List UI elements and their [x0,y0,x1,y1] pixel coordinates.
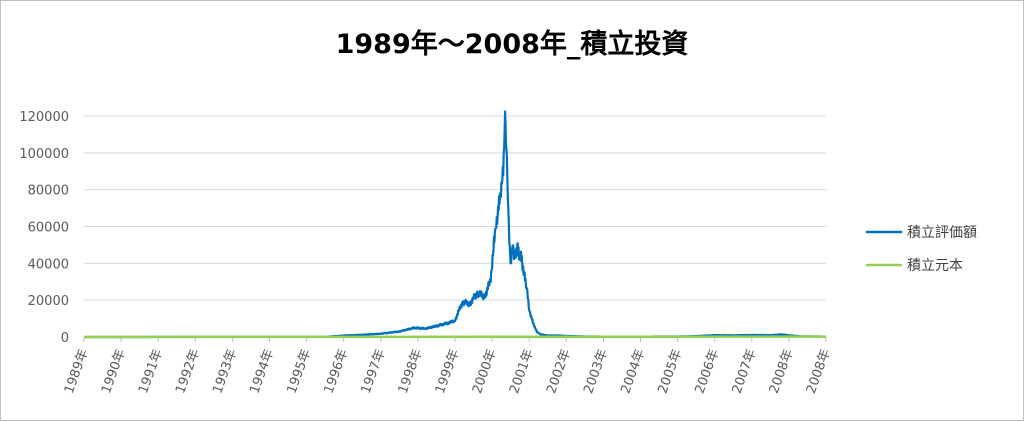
x-tick-label: 2006年 [693,347,723,395]
legend-label: 積立評価額 [907,225,977,241]
series-line-1 [83,110,827,339]
series-lines [83,110,827,339]
y-axis-ticks: 0 20000 40000 60000 80000 100000 120000 [19,110,69,346]
x-tick-label: 2002年 [544,347,574,395]
x-axis-ticks: 1989年 1990年 1991年 1992年 1993年 1994年 1995年 1996年… [62,337,834,396]
y-tick-label: 40000 [28,257,69,272]
legend-label: 積立元本 [907,258,963,274]
x-tick-label: 2008年 [804,347,834,395]
x-tick-label: 1989年 [62,347,92,395]
gridlines [84,115,826,338]
x-tick-label: 2004年 [618,347,648,395]
x-tick-label: 2003年 [581,347,611,395]
x-tick-label: 1998年 [396,347,426,395]
x-tick-label: 1997年 [359,347,389,395]
x-tick-label: 2000年 [470,347,500,395]
y-tick-label: 20000 [28,294,69,309]
x-tick-label: 1990年 [99,347,129,395]
y-tick-label: 80000 [28,184,69,199]
x-tick-label: 1992年 [173,347,203,395]
x-tick-label: 1996年 [322,347,352,395]
x-tick-label: 2008年 [767,347,797,395]
x-tick-label: 2001年 [507,347,537,395]
x-tick-label: 1995年 [284,347,314,395]
y-tick-label: 0 [61,331,69,346]
y-tick-label: 120000 [19,110,69,125]
y-tick-label: 60000 [28,221,69,236]
chart-title: 1989年～2008年_積立投資 [335,29,689,60]
x-tick-label: 1994年 [247,347,277,395]
x-tick-label: 1993年 [210,347,240,395]
x-tick-label: 2005年 [655,347,685,395]
y-tick-label: 100000 [19,147,69,162]
x-tick-label: 1991年 [136,347,166,395]
x-tick-label: 1999年 [433,347,463,395]
x-tick-label: 2007年 [730,347,760,395]
